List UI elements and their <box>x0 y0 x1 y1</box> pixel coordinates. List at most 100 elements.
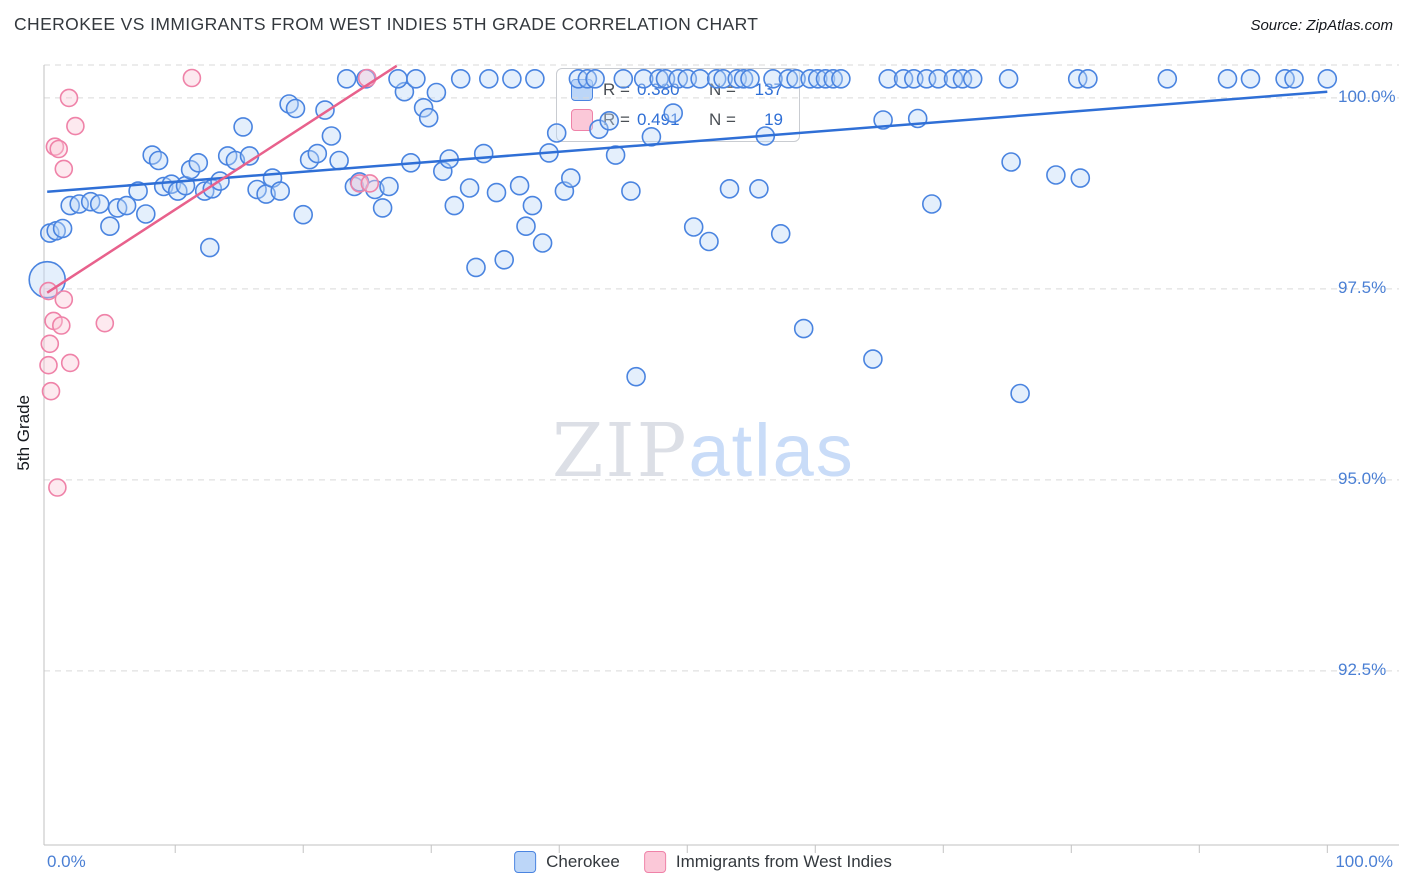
cherokee-point <box>494 249 515 270</box>
cherokee-point <box>1240 69 1261 89</box>
r-value: 0.380 <box>637 80 680 99</box>
x-tick-100: 100.0% <box>1335 852 1393 871</box>
cherokee-point <box>426 82 447 103</box>
cherokee-point <box>372 198 393 218</box>
cherokee-point <box>621 181 641 201</box>
cherokee-point <box>683 217 704 237</box>
cherokee-legend-swatch <box>514 851 537 873</box>
cherokee-swatch <box>571 79 593 101</box>
cherokee-point <box>863 349 883 369</box>
cherokee-point <box>344 176 365 197</box>
immigrants-from-west-indies-point <box>39 281 58 301</box>
immigrants-from-west-indies-point <box>66 116 85 136</box>
cherokee-point <box>128 181 148 201</box>
cherokee-point <box>247 179 267 200</box>
cherokee-point <box>262 168 283 188</box>
cherokee-point <box>69 194 89 214</box>
legend-row-cherokee: R = 0.380 N = 137 <box>571 78 783 102</box>
zipatlas-watermark: ZIPatlas <box>552 408 855 494</box>
cherokee-point <box>299 149 320 170</box>
cherokee-point <box>217 146 238 166</box>
cherokee-point <box>153 176 174 197</box>
cherokee-point <box>525 69 545 89</box>
cherokee-point <box>202 179 223 199</box>
x-tick-0: 0.0% <box>47 852 86 871</box>
cherokee-point <box>893 69 914 89</box>
cherokee-point <box>307 143 328 164</box>
west-indies-legend-label: Immigrants from West Indies <box>675 852 892 871</box>
cherokee-point <box>210 171 230 191</box>
watermark-atlas: atlas <box>688 409 855 492</box>
cherokee-point <box>233 117 253 137</box>
cherokee-point <box>1001 152 1021 172</box>
cherokee-point <box>80 191 101 212</box>
immigrants-from-west-indies-point <box>59 88 79 108</box>
immigrants-from-west-indies-point <box>357 68 377 88</box>
cherokee-point <box>719 179 740 199</box>
series-legend: Cherokee Immigrants from West Indies <box>514 851 892 873</box>
cherokee-point <box>225 150 246 171</box>
cherokee-point <box>413 98 434 118</box>
cherokee-point <box>52 218 73 239</box>
cherokee-point <box>539 143 559 163</box>
cherokee-point <box>998 69 1019 89</box>
cherokee-point <box>749 179 769 199</box>
cherokee-point <box>1275 69 1295 89</box>
cherokee-point <box>831 69 851 89</box>
cherokee-point <box>321 126 342 146</box>
r-label: R = <box>603 110 630 129</box>
n-value: 19 <box>764 110 783 129</box>
cherokee-point <box>175 175 196 196</box>
chart-title: CHEROKEE VS IMMIGRANTS FROM WEST INDIES … <box>14 14 759 34</box>
cherokee-legend-label: Cherokee <box>546 852 620 871</box>
cherokee-point <box>293 204 314 225</box>
cherokee-point <box>100 216 120 236</box>
cherokee-point <box>532 233 553 253</box>
cherokee-point <box>903 69 924 89</box>
cherokee-point <box>270 181 291 201</box>
cherokee-point <box>116 195 137 216</box>
immigrants-from-west-indies-point <box>51 316 71 335</box>
immigrants-from-west-indies-point <box>48 478 67 497</box>
cherokee-point <box>554 181 575 201</box>
cherokee-point <box>168 181 188 201</box>
cherokee-point <box>473 143 494 164</box>
cherokee-point <box>400 153 421 173</box>
cherokee-point <box>522 195 543 216</box>
cherokee-point <box>800 69 820 89</box>
cherokee-point <box>793 318 814 339</box>
cherokee-point <box>1217 69 1238 89</box>
cherokee-point <box>1010 383 1030 404</box>
cherokee-point <box>1046 165 1066 185</box>
cherokee-point <box>388 69 408 89</box>
immigrants-from-west-indies-point <box>39 355 58 375</box>
cherokee-point <box>394 81 415 102</box>
west-indies-swatch <box>571 109 593 131</box>
cherokee-point <box>161 174 182 194</box>
cherokee-point <box>439 149 460 169</box>
cherokee-point <box>943 69 964 89</box>
cherokee-point <box>194 181 215 201</box>
cherokee-point <box>921 194 942 214</box>
watermark-zip: ZIP <box>552 408 689 494</box>
cherokee-point <box>329 150 349 171</box>
cherokee-point <box>807 69 828 89</box>
n-value: 137 <box>754 80 783 99</box>
cherokee-point <box>952 69 973 89</box>
r-label: R = <box>603 80 630 99</box>
cherokee-point <box>279 94 299 114</box>
cherokee-point <box>916 69 937 89</box>
cherokee-point <box>502 69 522 89</box>
immigrants-from-west-indies-trend-line <box>46 64 398 294</box>
cherokee-point <box>560 168 581 188</box>
immigrants-from-west-indies-point <box>44 311 63 331</box>
cherokee-point <box>626 366 646 387</box>
west-indies-legend-swatch <box>643 851 666 873</box>
cherokee-point <box>509 175 530 196</box>
immigrants-from-west-indies-point <box>350 174 369 193</box>
cherokee-point <box>148 150 169 171</box>
immigrants-from-west-indies-point <box>45 137 65 156</box>
cherokee-point <box>605 145 626 165</box>
y-tick-92-5: 92.5% <box>1338 660 1387 679</box>
